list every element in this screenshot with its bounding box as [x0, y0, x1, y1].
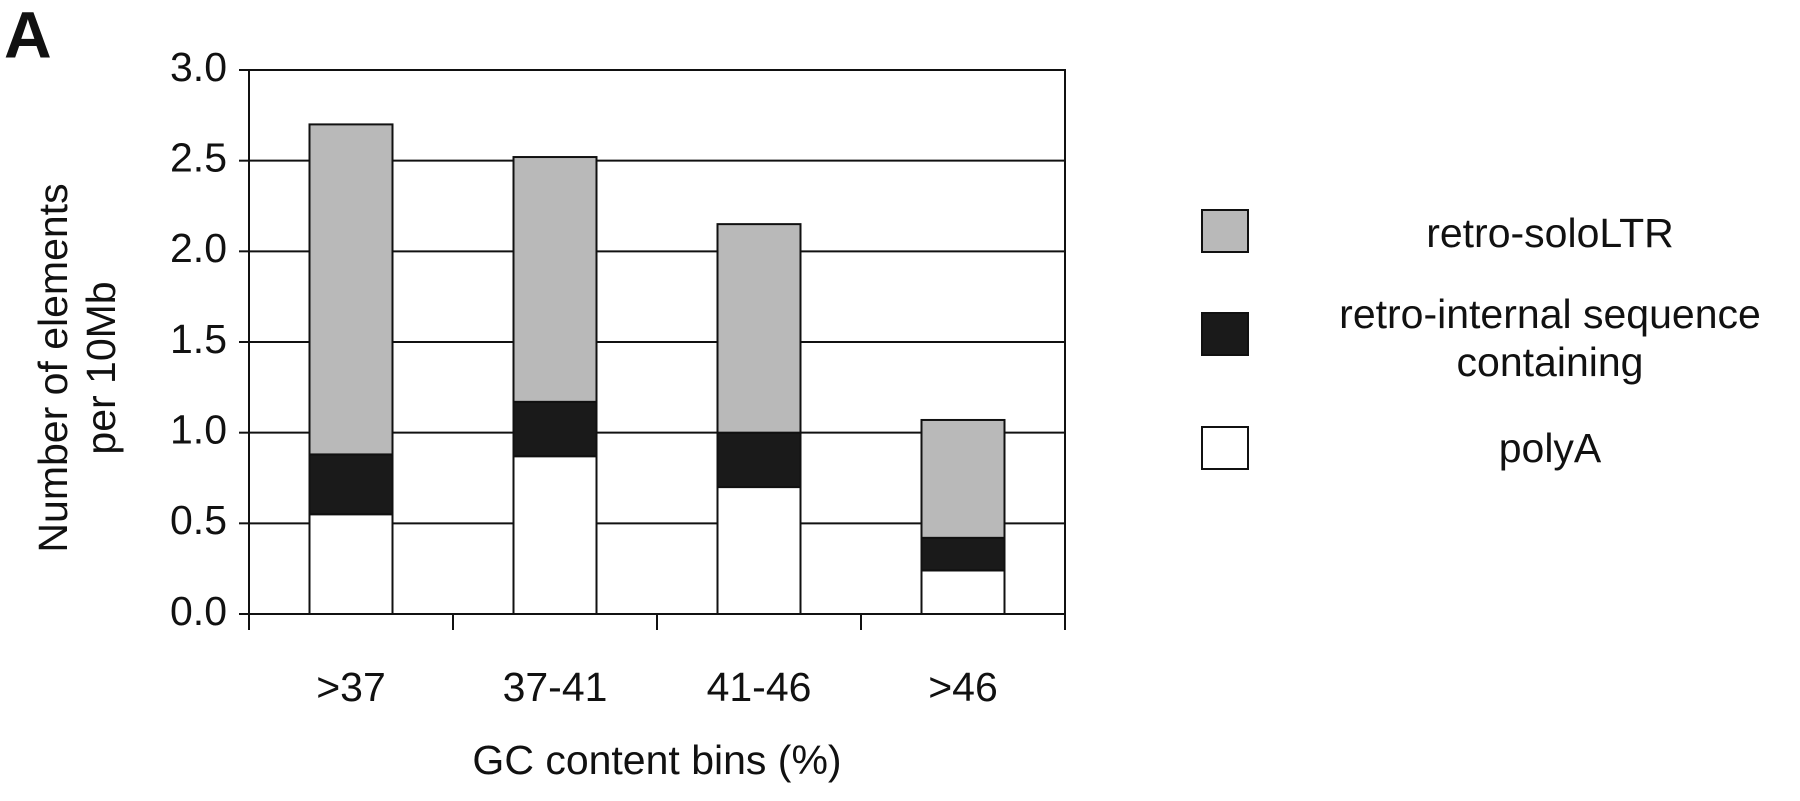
- x-tick-label: 37-41: [503, 664, 608, 710]
- bar-segment: [308, 513, 394, 615]
- x-tick-label: >46: [928, 664, 998, 710]
- legend-label: polyA: [1498, 425, 1602, 471]
- bar-segment: [512, 400, 598, 458]
- bar-segment: [512, 455, 598, 615]
- y-axis-label: Number of elements per 10Mb: [30, 183, 124, 553]
- legend-swatch: [1201, 426, 1249, 470]
- bar-segment: [716, 486, 802, 616]
- legend-swatch: [1201, 209, 1249, 253]
- x-tick-label: 41-46: [707, 664, 812, 710]
- legend-label: retro-internal sequence containing: [1339, 291, 1761, 385]
- bar-segment: [716, 431, 802, 489]
- x-axis-label: GC content bins (%): [472, 737, 841, 783]
- bar-segment: [512, 156, 598, 403]
- y-tick-label: 0.0: [170, 588, 227, 634]
- y-tick-label: 1.5: [170, 316, 227, 362]
- y-tick-label: 1.0: [170, 406, 227, 452]
- bar-segment: [920, 569, 1006, 615]
- y-tick-label: 0.5: [170, 497, 227, 543]
- legend-label: retro-soloLTR: [1426, 210, 1674, 256]
- y-tick-label: 2.0: [170, 225, 227, 271]
- bar-segment: [920, 536, 1006, 572]
- bar-segment: [920, 418, 1006, 539]
- panel-label: A: [4, 0, 52, 71]
- bar-segment: [308, 453, 394, 516]
- bar-segment: [716, 223, 802, 434]
- y-tick-label: 2.5: [170, 134, 227, 180]
- x-tick-label: >37: [316, 664, 386, 710]
- legend-swatch: [1201, 312, 1249, 356]
- y-tick-label: 3.0: [170, 44, 227, 90]
- bar-segment: [308, 123, 394, 456]
